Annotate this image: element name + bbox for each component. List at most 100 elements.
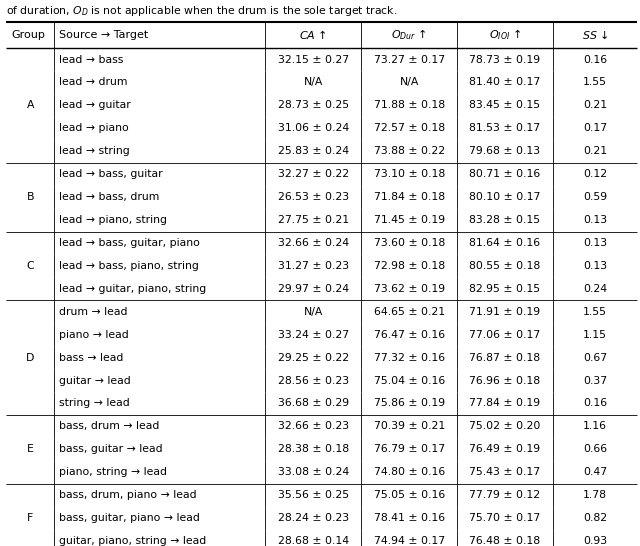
Text: 78.41 ± 0.16: 78.41 ± 0.16 <box>374 513 445 523</box>
Text: 81.53 ± 0.17: 81.53 ± 0.17 <box>470 123 541 133</box>
Text: 32.27 ± 0.22: 32.27 ± 0.22 <box>278 169 349 179</box>
Text: 28.68 ± 0.14: 28.68 ± 0.14 <box>278 536 349 546</box>
Text: 76.47 ± 0.16: 76.47 ± 0.16 <box>374 330 445 340</box>
Text: lead → guitar: lead → guitar <box>60 100 131 110</box>
Text: 82.95 ± 0.15: 82.95 ± 0.15 <box>470 284 541 294</box>
Text: 77.32 ± 0.16: 77.32 ± 0.16 <box>374 353 445 363</box>
Text: lead → bass, guitar: lead → bass, guitar <box>60 169 163 179</box>
Text: 83.45 ± 0.15: 83.45 ± 0.15 <box>470 100 541 110</box>
Text: piano, string → lead: piano, string → lead <box>60 467 168 477</box>
Text: F: F <box>28 513 33 523</box>
Text: 29.97 ± 0.24: 29.97 ± 0.24 <box>278 284 349 294</box>
Text: 28.56 ± 0.23: 28.56 ± 0.23 <box>278 376 349 385</box>
Text: lead → bass, guitar, piano: lead → bass, guitar, piano <box>60 238 200 248</box>
Text: lead → bass, piano, string: lead → bass, piano, string <box>60 261 199 271</box>
Text: 71.91 ± 0.19: 71.91 ± 0.19 <box>470 307 541 317</box>
Text: guitar → lead: guitar → lead <box>60 376 131 385</box>
Text: 75.05 ± 0.16: 75.05 ± 0.16 <box>374 490 445 500</box>
Text: 0.16: 0.16 <box>583 399 607 408</box>
Text: 80.10 ± 0.17: 80.10 ± 0.17 <box>469 192 541 202</box>
Text: 73.27 ± 0.17: 73.27 ± 0.17 <box>374 55 445 64</box>
Text: 77.79 ± 0.12: 77.79 ± 0.12 <box>470 490 541 500</box>
Text: E: E <box>27 444 34 454</box>
Text: bass → lead: bass → lead <box>60 353 124 363</box>
Text: 0.37: 0.37 <box>583 376 607 385</box>
Text: 0.59: 0.59 <box>583 192 607 202</box>
Text: 76.87 ± 0.18: 76.87 ± 0.18 <box>470 353 541 363</box>
Text: 80.71 ± 0.16: 80.71 ± 0.16 <box>469 169 541 179</box>
Text: 75.86 ± 0.19: 75.86 ± 0.19 <box>374 399 445 408</box>
Text: of duration, $O_D$ is not applicable when the drum is the sole target track.: of duration, $O_D$ is not applicable whe… <box>6 4 398 19</box>
Text: 71.45 ± 0.19: 71.45 ± 0.19 <box>374 215 445 225</box>
Text: 0.67: 0.67 <box>583 353 607 363</box>
Text: 1.15: 1.15 <box>583 330 607 340</box>
Text: bass, guitar → lead: bass, guitar → lead <box>60 444 163 454</box>
Text: 73.10 ± 0.18: 73.10 ± 0.18 <box>374 169 445 179</box>
Text: $O_{Dur}$ ↑: $O_{Dur}$ ↑ <box>391 27 427 43</box>
Text: 0.47: 0.47 <box>583 467 607 477</box>
Text: 70.39 ± 0.21: 70.39 ± 0.21 <box>374 422 445 431</box>
Text: 80.55 ± 0.18: 80.55 ± 0.18 <box>469 261 541 271</box>
Text: N/A: N/A <box>304 307 323 317</box>
Text: 75.70 ± 0.17: 75.70 ± 0.17 <box>469 513 541 523</box>
Text: 0.13: 0.13 <box>583 238 607 248</box>
Text: 75.02 ± 0.20: 75.02 ± 0.20 <box>469 422 541 431</box>
Text: drum → lead: drum → lead <box>60 307 128 317</box>
Text: 73.62 ± 0.19: 73.62 ± 0.19 <box>374 284 445 294</box>
Text: D: D <box>26 353 35 363</box>
Text: A: A <box>27 100 34 110</box>
Text: 76.79 ± 0.17: 76.79 ± 0.17 <box>374 444 445 454</box>
Text: 73.88 ± 0.22: 73.88 ± 0.22 <box>374 146 445 156</box>
Text: string → lead: string → lead <box>60 399 130 408</box>
Text: 76.96 ± 0.18: 76.96 ± 0.18 <box>470 376 541 385</box>
Text: C: C <box>26 261 34 271</box>
Text: Source → Target: Source → Target <box>60 30 148 40</box>
Text: 28.73 ± 0.25: 28.73 ± 0.25 <box>278 100 349 110</box>
Text: 75.43 ± 0.17: 75.43 ± 0.17 <box>470 467 541 477</box>
Text: Group: Group <box>12 30 45 40</box>
Text: 0.16: 0.16 <box>583 55 607 64</box>
Text: 74.94 ± 0.17: 74.94 ± 0.17 <box>374 536 445 546</box>
Text: 0.17: 0.17 <box>583 123 607 133</box>
Text: 0.12: 0.12 <box>583 169 607 179</box>
Text: lead → piano, string: lead → piano, string <box>60 215 168 225</box>
Text: 33.24 ± 0.27: 33.24 ± 0.27 <box>278 330 349 340</box>
Text: 31.27 ± 0.23: 31.27 ± 0.23 <box>278 261 349 271</box>
Text: 1.16: 1.16 <box>583 422 607 431</box>
Text: 36.68 ± 0.29: 36.68 ± 0.29 <box>278 399 349 408</box>
Text: lead → bass, drum: lead → bass, drum <box>60 192 160 202</box>
Text: bass, guitar, piano → lead: bass, guitar, piano → lead <box>60 513 200 523</box>
Text: 0.21: 0.21 <box>583 100 607 110</box>
Text: lead → string: lead → string <box>60 146 130 156</box>
Text: $O_{IOI}$ ↑: $O_{IOI}$ ↑ <box>489 27 521 43</box>
Text: 0.13: 0.13 <box>583 215 607 225</box>
Text: 72.98 ± 0.18: 72.98 ± 0.18 <box>374 261 445 271</box>
Text: bass, drum → lead: bass, drum → lead <box>60 422 160 431</box>
Text: 77.84 ± 0.19: 77.84 ± 0.19 <box>470 399 541 408</box>
Text: 75.04 ± 0.16: 75.04 ± 0.16 <box>374 376 445 385</box>
Text: 77.06 ± 0.17: 77.06 ± 0.17 <box>469 330 541 340</box>
Text: 74.80 ± 0.16: 74.80 ± 0.16 <box>374 467 445 477</box>
Text: 32.15 ± 0.27: 32.15 ± 0.27 <box>278 55 349 64</box>
Text: 26.53 ± 0.23: 26.53 ± 0.23 <box>278 192 349 202</box>
Text: 71.88 ± 0.18: 71.88 ± 0.18 <box>374 100 445 110</box>
Text: N/A: N/A <box>304 78 323 87</box>
Text: bass, drum, piano → lead: bass, drum, piano → lead <box>60 490 197 500</box>
Text: 28.24 ± 0.23: 28.24 ± 0.23 <box>278 513 349 523</box>
Text: piano → lead: piano → lead <box>60 330 129 340</box>
Text: 81.64 ± 0.16: 81.64 ± 0.16 <box>470 238 541 248</box>
Text: 73.60 ± 0.18: 73.60 ± 0.18 <box>374 238 445 248</box>
Text: 35.56 ± 0.25: 35.56 ± 0.25 <box>278 490 349 500</box>
Text: 0.13: 0.13 <box>583 261 607 271</box>
Text: 0.82: 0.82 <box>583 513 607 523</box>
Text: 72.57 ± 0.18: 72.57 ± 0.18 <box>374 123 445 133</box>
Text: 32.66 ± 0.23: 32.66 ± 0.23 <box>278 422 349 431</box>
Text: 1.78: 1.78 <box>583 490 607 500</box>
Text: 25.83 ± 0.24: 25.83 ± 0.24 <box>278 146 349 156</box>
Text: 64.65 ± 0.21: 64.65 ± 0.21 <box>374 307 445 317</box>
Text: 1.55: 1.55 <box>583 78 607 87</box>
Text: 81.40 ± 0.17: 81.40 ± 0.17 <box>469 78 541 87</box>
Text: lead → piano: lead → piano <box>60 123 129 133</box>
Text: 76.48 ± 0.18: 76.48 ± 0.18 <box>470 536 541 546</box>
Text: 0.21: 0.21 <box>583 146 607 156</box>
